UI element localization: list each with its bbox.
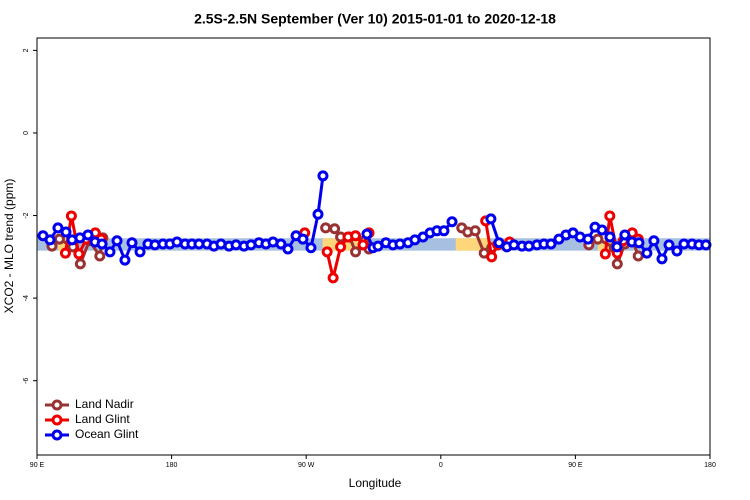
series-point [656, 253, 668, 265]
series-point [357, 239, 369, 251]
x-tick-label: 0 [439, 462, 443, 469]
series-point [604, 231, 616, 243]
plot-frame [36, 37, 711, 456]
series-point [485, 213, 497, 225]
series-point [633, 237, 645, 249]
series-point [53, 233, 65, 245]
chart-title: 2.5S-2.5N September (Ver 10) 2015-01-01 … [194, 11, 556, 27]
series-point [611, 258, 623, 270]
series-point [126, 237, 138, 249]
series-point [350, 230, 362, 242]
x-axis-title: Longitude [349, 476, 402, 490]
series-point [604, 210, 616, 222]
series-point [641, 247, 653, 259]
plot-area [37, 170, 712, 284]
y-tick-label: 2 [23, 48, 30, 52]
series-point [582, 233, 594, 245]
legend-swatch-point [51, 414, 63, 426]
series-point [104, 246, 116, 258]
series-point [305, 242, 317, 254]
y-tick-label: -2 [23, 212, 30, 218]
series-point [321, 246, 333, 258]
series-point [446, 216, 458, 228]
series-point [297, 233, 309, 245]
series-point [700, 239, 712, 251]
series-point [74, 258, 86, 270]
series-point [592, 233, 604, 245]
series-point [312, 208, 324, 220]
y-tick-label: 0 [23, 131, 30, 135]
y-tick-label: -6 [23, 377, 30, 383]
series-point [60, 226, 72, 238]
series-point [317, 170, 329, 182]
series-point [545, 238, 557, 250]
series-point [632, 250, 644, 262]
series-point [671, 245, 683, 257]
series-point [329, 223, 341, 235]
legend-label: Ocean Glint [75, 427, 139, 441]
series-point [82, 229, 94, 241]
x-tick-label: 90 E [30, 462, 45, 469]
series-point [119, 254, 131, 266]
x-tick-label: 180 [704, 462, 716, 469]
legend-label: Land Glint [75, 412, 130, 426]
y-tick-label: -4 [23, 295, 30, 301]
y-axis-title: XCO2 - MLO trend (ppm) [2, 179, 16, 314]
series-point [469, 225, 481, 237]
series-point [52, 222, 64, 234]
legend-swatch-point [51, 429, 63, 441]
series-point [59, 247, 71, 259]
series-point [73, 248, 85, 260]
series-point [65, 210, 77, 222]
series-point [94, 250, 106, 262]
series-point [648, 235, 660, 247]
series-point [599, 248, 611, 260]
x-tick-label: 90 E [568, 462, 583, 469]
series-point [438, 225, 450, 237]
series-point [327, 272, 339, 284]
series-point [663, 239, 675, 251]
series-point [596, 224, 608, 236]
series-point [275, 238, 287, 250]
series-point [320, 222, 332, 234]
series-point [619, 229, 631, 241]
series-point [335, 241, 347, 253]
series-point [44, 234, 56, 246]
series-point [96, 238, 108, 250]
series-point [611, 241, 623, 253]
series-point [111, 235, 123, 247]
legend-label: Land Nadir [75, 397, 134, 411]
series-point [361, 228, 373, 240]
legend-swatch-point [51, 399, 63, 411]
x-tick-label: 180 [166, 462, 178, 469]
series-point [486, 251, 498, 263]
series-point [282, 243, 294, 255]
series-point [350, 246, 362, 258]
x-tick-label: 90 W [298, 462, 315, 469]
series-point [134, 246, 146, 258]
series-point [493, 237, 505, 249]
